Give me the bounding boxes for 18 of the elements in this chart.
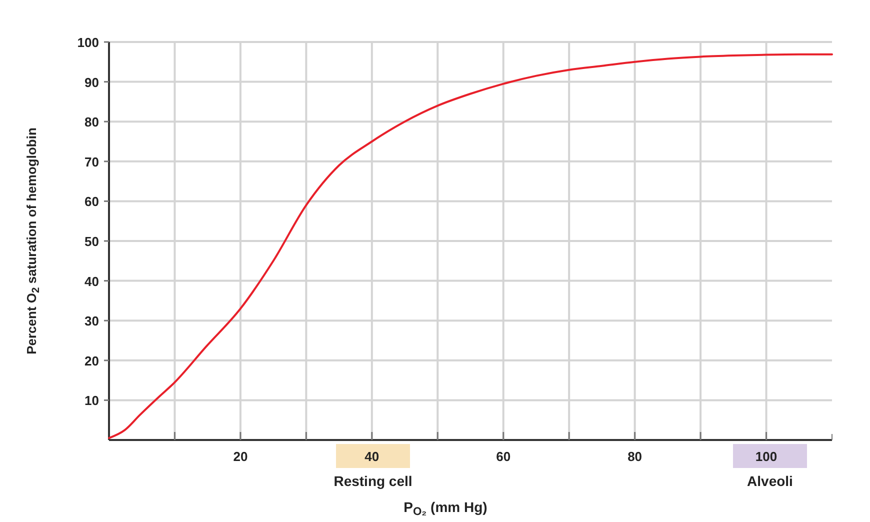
x-tick-label: 40 <box>364 449 380 464</box>
y-tick-label: 50 <box>84 234 99 249</box>
text: Resting cell <box>334 473 412 489</box>
text: Alveoli <box>747 473 793 489</box>
x-axis-title: P$_{O₂}$ (mm Hg) <box>404 499 488 518</box>
y-tick-label: 100 <box>77 35 99 50</box>
x-tick-label: 100 <box>755 449 778 464</box>
x-tick-label: 60 <box>496 449 511 464</box>
y-tick-label: 70 <box>84 154 99 170</box>
y-tick-label: 30 <box>84 314 99 329</box>
x-tick-label: 20 <box>233 449 248 464</box>
y-tick-label: 60 <box>84 194 99 210</box>
y-tick-label: 80 <box>84 114 99 130</box>
x-tick-label: 80 <box>628 449 642 464</box>
y-tick-label: 40 <box>84 274 99 289</box>
y-tick-label: 10 <box>84 393 99 408</box>
y-tick-label: 20 <box>84 353 99 368</box>
y-tick-label: 90 <box>84 74 99 90</box>
